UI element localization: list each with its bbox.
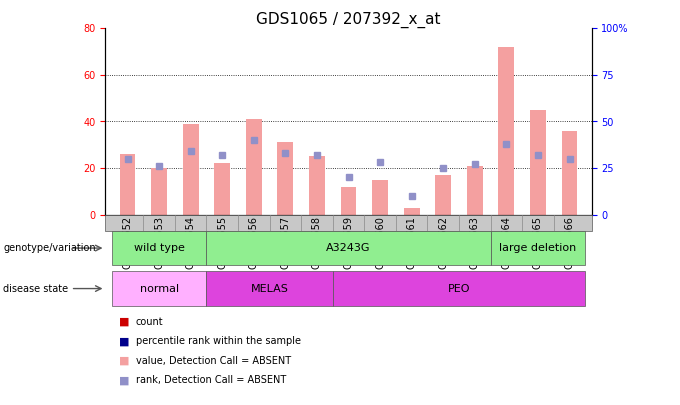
Bar (498, 47, 514, 215)
Bar (562, 131, 577, 215)
Bar (246, 119, 262, 215)
Text: large deletion: large deletion (499, 243, 577, 253)
Text: disease state: disease state (3, 284, 69, 294)
Text: GSM24654: GSM24654 (186, 216, 196, 269)
Bar (112, 271, 207, 306)
Bar (214, 163, 230, 215)
Text: PEO: PEO (447, 284, 471, 294)
Text: GSM24661: GSM24661 (407, 216, 417, 269)
Text: GSM24652: GSM24652 (122, 216, 133, 269)
Text: GSM24657: GSM24657 (280, 216, 290, 269)
Text: ■: ■ (119, 375, 129, 385)
Text: MELAS: MELAS (251, 284, 288, 294)
Bar (490, 231, 585, 265)
Bar (120, 154, 135, 215)
Text: ■: ■ (119, 356, 129, 366)
Text: count: count (136, 317, 164, 327)
Bar (277, 143, 293, 215)
Text: GSM24665: GSM24665 (533, 216, 543, 269)
Text: GSM24655: GSM24655 (217, 216, 227, 269)
Bar (309, 156, 325, 215)
Title: GDS1065 / 207392_x_at: GDS1065 / 207392_x_at (256, 12, 441, 28)
Text: GSM24653: GSM24653 (154, 216, 164, 269)
Bar (112, 231, 207, 265)
Text: rank, Detection Call = ABSENT: rank, Detection Call = ABSENT (136, 375, 286, 385)
Bar (207, 231, 490, 265)
Text: GSM24659: GSM24659 (343, 216, 354, 269)
Text: wild type: wild type (134, 243, 184, 253)
Text: GSM24664: GSM24664 (501, 216, 511, 269)
Text: ■: ■ (119, 337, 129, 346)
Text: GSM24660: GSM24660 (375, 216, 385, 269)
Text: percentile rank within the sample: percentile rank within the sample (136, 337, 301, 346)
Bar (341, 187, 356, 215)
Text: GSM24663: GSM24663 (470, 216, 480, 269)
Bar (333, 271, 585, 306)
Text: GSM24662: GSM24662 (438, 216, 448, 269)
Text: GSM24666: GSM24666 (564, 216, 575, 269)
Text: value, Detection Call = ABSENT: value, Detection Call = ABSENT (136, 356, 291, 366)
Text: genotype/variation: genotype/variation (3, 243, 96, 253)
Bar (530, 110, 546, 215)
Bar (372, 180, 388, 215)
Bar (435, 175, 451, 215)
Text: normal: normal (139, 284, 179, 294)
Text: GSM24656: GSM24656 (249, 216, 259, 269)
Text: ■: ■ (119, 317, 129, 327)
Bar (151, 168, 167, 215)
Text: A3243G: A3243G (326, 243, 371, 253)
Text: GSM24658: GSM24658 (312, 216, 322, 269)
Bar (467, 166, 483, 215)
Bar (207, 271, 333, 306)
Bar (404, 208, 420, 215)
Bar (183, 124, 199, 215)
